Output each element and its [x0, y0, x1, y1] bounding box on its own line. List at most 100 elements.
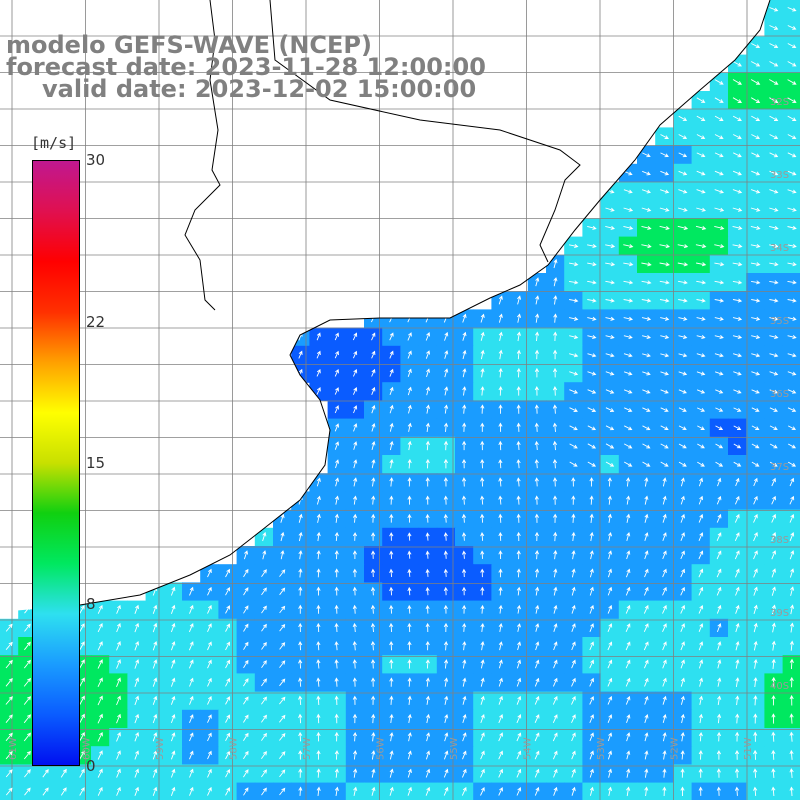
wind-arrow: [97, 731, 103, 742]
wind-arrow: [480, 750, 485, 760]
wind-arrow: [279, 642, 286, 650]
wind-arrow: [589, 623, 594, 632]
wind-arrow: [589, 677, 594, 687]
wind-arrow: [589, 696, 594, 705]
wind-arrow: [425, 640, 430, 651]
wind-arrow: [735, 659, 740, 669]
wind-arrow: [480, 532, 485, 541]
wind-arrow: [680, 495, 685, 505]
wind-arrow: [660, 461, 669, 467]
wind-arrow: [699, 677, 704, 687]
wind-arrow: [370, 640, 376, 651]
wind-arrow: [715, 461, 724, 467]
wind-arrow: [425, 750, 431, 760]
wind-arrow: [335, 459, 340, 469]
wind-arrow: [662, 786, 667, 797]
wind-arrow: [787, 262, 797, 267]
wind-arrow: [298, 550, 303, 560]
wind-arrow: [753, 768, 758, 778]
wind-arrow: [189, 786, 194, 796]
wind-arrow: [443, 495, 448, 505]
wind-arrow: [5, 732, 13, 742]
wind-arrow: [243, 787, 249, 796]
wind-arrow: [732, 298, 743, 303]
wind-arrow: [352, 332, 358, 341]
wind-arrow: [425, 513, 430, 523]
wind-arrow: [534, 440, 539, 451]
wind-arrow: [425, 350, 431, 359]
wind-arrow: [605, 316, 615, 321]
wind-arrow: [443, 568, 448, 577]
wind-arrow: [660, 371, 669, 376]
wind-arrow: [680, 677, 685, 687]
wind-arrow: [371, 477, 376, 487]
wind-arrow: [571, 659, 576, 669]
wind-arrow: [660, 353, 670, 358]
wind-arrow: [498, 313, 503, 323]
wind-arrow: [680, 586, 685, 596]
wind-arrow: [498, 568, 503, 578]
wind-arrow: [298, 531, 303, 542]
wind-arrow: [787, 371, 797, 376]
wind-arrow: [316, 713, 321, 724]
wind-arrow: [605, 425, 615, 431]
wind-arrow: [641, 298, 652, 303]
wind-arrow: [662, 586, 667, 596]
wind-arrow: [152, 622, 158, 633]
wind-arrow: [660, 316, 670, 321]
wind-arrow: [625, 659, 631, 669]
wind-arrow: [678, 316, 688, 321]
wind-arrow: [189, 768, 194, 778]
wind-arrow: [79, 605, 85, 614]
wind-arrow: [498, 367, 503, 378]
wind-arrow: [371, 713, 376, 724]
wind-arrow: [189, 695, 194, 705]
wind-arrow: [789, 477, 795, 487]
coastline-path: [79, 0, 771, 606]
wind-arrow: [734, 786, 740, 796]
wind-arrow: [262, 550, 267, 560]
wind-arrow: [298, 695, 303, 706]
wind-arrow: [225, 768, 230, 778]
wind-arrow: [753, 568, 758, 578]
wind-arrow: [660, 389, 669, 394]
wind-arrow: [444, 331, 449, 341]
wind-arrow: [771, 604, 776, 615]
wind-arrow: [625, 695, 631, 705]
wind-arrow: [605, 371, 615, 376]
wind-arrow: [425, 458, 430, 469]
model-title: modelo GEFS-WAVE (NCEP): [6, 31, 372, 59]
wind-arrow: [587, 262, 597, 267]
wind-arrow: [696, 115, 706, 121]
wind-arrow: [444, 659, 449, 669]
wind-arrow: [553, 349, 558, 360]
wind-arrow: [771, 768, 776, 778]
wind-arrow: [480, 349, 485, 360]
wind-arrow: [696, 152, 706, 158]
wind-arrow: [732, 97, 743, 103]
wind-arrow: [425, 768, 431, 778]
wind-arrow: [623, 225, 634, 230]
wind-arrow: [371, 350, 376, 359]
wind-arrow: [552, 714, 558, 723]
wind-arrow: [516, 440, 521, 451]
wind-arrow: [243, 769, 249, 778]
wind-arrow: [462, 440, 467, 451]
wind-arrow: [789, 640, 794, 651]
wind-arrow: [553, 786, 558, 796]
wind-arrow: [444, 386, 449, 396]
wind-arrow: [316, 350, 321, 359]
wind-arrow: [769, 97, 779, 103]
wind-arrow: [641, 207, 652, 212]
wind-arrow: [571, 604, 576, 614]
wind-arrow: [480, 659, 485, 669]
wind-arrow: [352, 640, 357, 651]
wind-arrow: [625, 623, 631, 632]
wind-arrow: [552, 440, 558, 451]
wind-arrow: [787, 170, 797, 176]
wind-arrow: [425, 477, 430, 487]
wind-arrow: [425, 404, 431, 414]
wind-arrow: [678, 407, 687, 412]
wind-arrow: [444, 713, 449, 724]
wind-arrow: [787, 61, 797, 67]
